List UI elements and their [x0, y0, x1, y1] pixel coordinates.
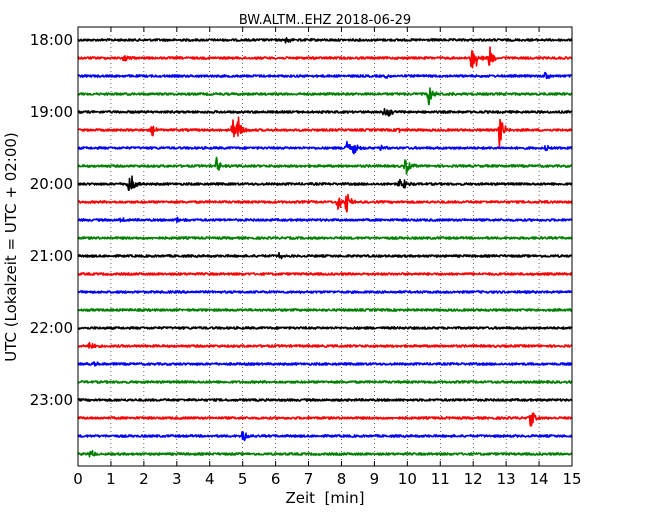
trace-row-2315	[77, 412, 573, 427]
trace-row-2300	[77, 398, 573, 402]
x-tick-label: 8	[337, 470, 347, 488]
x-tick-label: 6	[271, 470, 281, 488]
x-tick-label: 10	[398, 470, 417, 488]
trace-row-2115	[77, 272, 573, 276]
x-tick-label: 2	[139, 470, 149, 488]
x-tick-label: 5	[238, 470, 248, 488]
trace-row-2145	[77, 308, 573, 312]
trace-row-2100	[77, 251, 573, 260]
x-axis-label: Zeit [min]	[285, 489, 364, 507]
trace-row-1930	[77, 140, 573, 155]
trace-row-2345	[77, 449, 573, 458]
x-tick-label: 12	[464, 470, 483, 488]
trace-row-1800	[77, 37, 573, 44]
y-tick-label: 22:00	[30, 319, 73, 337]
trace-row-2230	[77, 361, 573, 367]
x-tick-label: 14	[530, 470, 549, 488]
trace-row-2130	[77, 290, 573, 294]
trace-row-2330	[77, 431, 573, 442]
x-tick-label: 1	[106, 470, 116, 488]
y-tick-label: 23:00	[30, 391, 73, 409]
trace-row-2015	[77, 193, 573, 213]
trace-row-1915	[77, 116, 573, 148]
y-tick-label: 21:00	[30, 247, 73, 265]
y-tick-label: 19:00	[30, 103, 73, 121]
y-tick-label: 20:00	[30, 175, 73, 193]
trace-row-1815	[77, 46, 573, 69]
y-axis-label: UTC (Lokalzeit = UTC + 02:00)	[2, 132, 20, 362]
y-tick-label: 18:00	[30, 31, 73, 49]
x-tick-label: 0	[73, 470, 83, 488]
trace-row-2200	[77, 326, 573, 330]
plot-frame	[77, 26, 573, 467]
trace-row-2000	[77, 175, 573, 191]
trace-row-1830	[77, 71, 573, 80]
x-tick-label: 7	[304, 470, 314, 488]
trace-row-2030	[77, 216, 573, 224]
axis-ticks: 0 1 2 3 4 5 6 7 8 9 10 11 12 13 14 1518:0019:0020:0021:…	[30, 27, 582, 488]
x-tick-label: 13	[497, 470, 516, 488]
trace-row-2245	[77, 380, 573, 384]
x-tick-label: 9	[370, 470, 380, 488]
trace-row-2215	[77, 342, 573, 349]
trace-row-2045	[77, 236, 573, 240]
trace-row-1845	[77, 87, 573, 106]
chart-title: BW.ALTM..EHZ 2018-06-29	[239, 13, 411, 28]
x-tick-label: 11	[431, 470, 450, 488]
x-tick-label: 3	[172, 470, 182, 488]
x-tick-label: 15	[562, 470, 581, 488]
trace-row-1945	[77, 156, 573, 175]
trace-rows	[77, 37, 573, 458]
x-tick-label: 4	[205, 470, 215, 488]
trace-row-1900	[77, 107, 573, 117]
